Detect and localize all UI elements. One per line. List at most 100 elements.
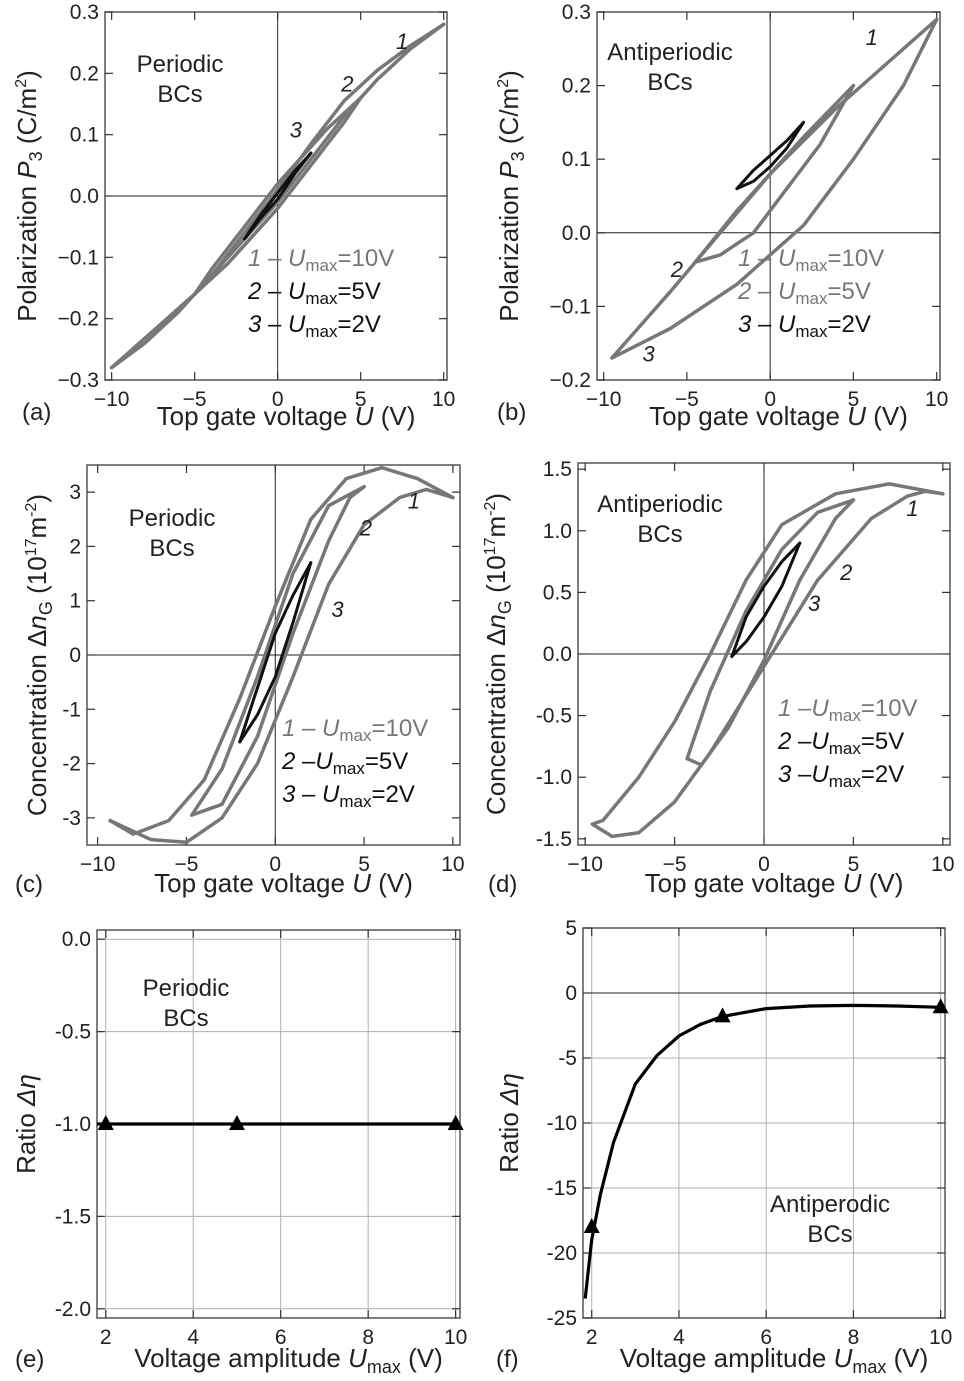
x-tick-label: 8 bbox=[362, 1326, 374, 1349]
x-axis-label: Top gate voltage U (V) bbox=[649, 401, 908, 431]
series-2-branch bbox=[190, 484, 366, 817]
panel-label: (c) bbox=[15, 871, 43, 898]
y-tick-label: 0.5 bbox=[543, 581, 572, 604]
series-1-branch bbox=[109, 22, 446, 370]
curve-label: 2 bbox=[359, 516, 372, 541]
series-1-branch bbox=[108, 465, 455, 836]
y-tick-label: 0.2 bbox=[70, 62, 99, 85]
legend-entry: 2 – Umax=5V bbox=[247, 278, 381, 308]
legend-entry: 1 – Umax=10V bbox=[282, 715, 428, 745]
series-3-branch bbox=[735, 120, 805, 191]
series-3-branch bbox=[243, 151, 313, 241]
series-1-branch bbox=[109, 22, 446, 370]
legend-entry: 1 – Umax=10V bbox=[738, 245, 884, 275]
y-tick-label: 0.1 bbox=[562, 148, 591, 171]
y-tick-label: 0.0 bbox=[62, 928, 91, 951]
y-tick-label: 5 bbox=[565, 917, 577, 940]
panel-label: (b) bbox=[497, 399, 526, 426]
data-point-triangle bbox=[583, 1218, 600, 1233]
x-tick-label: 6 bbox=[760, 1326, 772, 1349]
curve-label: 1 bbox=[866, 25, 878, 50]
legend-entry: 3 – Umax=2V bbox=[282, 781, 415, 811]
x-tick-label: 0 bbox=[269, 853, 281, 876]
x-tick-label: 0 bbox=[764, 388, 776, 411]
x-tick-label: 10 bbox=[931, 853, 954, 876]
legend-entry: 2 –Umax=5V bbox=[777, 728, 904, 758]
series-1-branch bbox=[108, 487, 455, 845]
x-tick-label: 10 bbox=[925, 388, 948, 411]
plot-frame bbox=[596, 11, 941, 381]
x-axis-label: Top gate voltage U (V) bbox=[157, 401, 416, 431]
data-point-triangle bbox=[447, 1115, 464, 1130]
y-tick-label: -1 bbox=[62, 698, 81, 721]
panel-e: 2 4 6 8 10 -2.0 -1.5 -1.0 -0.5 0.0 Periodic BCs (e) V… bbox=[11, 928, 467, 1377]
y-tick-label: -1.5 bbox=[55, 1205, 91, 1228]
x-tick-label: 2 bbox=[586, 1326, 598, 1349]
x-tick-label: 5 bbox=[848, 388, 860, 411]
x-tick-label: 10 bbox=[444, 1326, 467, 1349]
x-tick-label: 5 bbox=[355, 388, 367, 411]
y-tick-label: 2 bbox=[69, 535, 81, 558]
series-2-branch bbox=[192, 96, 363, 296]
y-tick-label: −0.1 bbox=[58, 246, 99, 269]
y-tick-label: 1.0 bbox=[543, 520, 572, 543]
x-tick-label: −5 bbox=[663, 853, 687, 876]
x-tick-label: −10 bbox=[94, 388, 130, 411]
panel-label: (e) bbox=[15, 1346, 44, 1373]
y-axis-label: Concentration ΔnG (1017m-2) bbox=[22, 494, 56, 816]
x-axis-label: Top gate voltage U (V) bbox=[154, 868, 413, 898]
data-point-triangle bbox=[228, 1115, 245, 1130]
y-tick-label: −0.3 bbox=[58, 369, 99, 392]
curve-label: 1 bbox=[396, 29, 408, 54]
inset-title: BCs bbox=[647, 69, 692, 96]
y-tick-label: 0.3 bbox=[562, 1, 591, 24]
y-tick-label: -2.0 bbox=[55, 1298, 91, 1321]
series-2-branch bbox=[192, 96, 363, 296]
x-axis-label: Voltage amplitude Umax (V) bbox=[134, 1343, 443, 1377]
inset-title: BCs bbox=[157, 81, 202, 108]
inset-title: Periodic bbox=[129, 505, 216, 532]
y-tick-label: 0 bbox=[69, 644, 81, 667]
x-tick-label: 5 bbox=[358, 853, 370, 876]
legend-entry: 1 –Umax=10V bbox=[778, 695, 918, 725]
x-tick-label: 8 bbox=[848, 1326, 860, 1349]
y-tick-label: -5 bbox=[558, 1047, 577, 1070]
inset-title: Antiperiodic bbox=[607, 39, 732, 66]
y-axis-label: Ratio Δη bbox=[494, 1073, 524, 1173]
series-2-branch bbox=[693, 83, 856, 264]
ratio-curve bbox=[583, 1003, 941, 1299]
x-tick-label: −5 bbox=[675, 388, 699, 411]
legend-entry: 3 –Umax=2V bbox=[778, 761, 904, 791]
y-tick-label: -0.5 bbox=[55, 1021, 91, 1044]
y-tick-label: -15 bbox=[547, 1177, 577, 1200]
x-tick-label: 6 bbox=[275, 1326, 287, 1349]
y-tick-label: -1.5 bbox=[536, 828, 572, 851]
inset-title: BCs bbox=[807, 1221, 852, 1248]
series-2-branch bbox=[685, 498, 856, 767]
y-tick-label: 0.1 bbox=[70, 124, 99, 147]
panel-a: −10 −5 0 5 10 −0.3 −0.2 −0.1 0.0 0.1 0.2 0.3 1 2 3 Peri… bbox=[12, 1, 455, 431]
x-tick-label: −5 bbox=[174, 853, 198, 876]
legend-entry: 2 –Umax=5V bbox=[281, 748, 408, 778]
data-point-triangle bbox=[714, 1007, 731, 1023]
y-tick-label: 3 bbox=[69, 481, 81, 504]
panel-label: (a) bbox=[22, 399, 51, 426]
y-tick-label: 1.5 bbox=[543, 458, 572, 481]
y-tick-label: 0.0 bbox=[70, 185, 99, 208]
panel-b: −10 −5 0 5 10 −0.2 −0.1 0.0 0.1 0.2 0.3 1 2 3 Antiperi… bbox=[494, 1, 948, 431]
x-tick-label: 10 bbox=[432, 388, 455, 411]
y-tick-label: -10 bbox=[547, 1112, 577, 1135]
y-tick-label: 0.2 bbox=[562, 75, 591, 98]
curve-label: 2 bbox=[839, 560, 852, 585]
series-1-branch bbox=[601, 482, 945, 823]
series-2-branch bbox=[190, 484, 366, 817]
legend-entry: 3 – Umax=2V bbox=[248, 311, 381, 341]
x-tick-label: −10 bbox=[567, 853, 603, 876]
series-2-branch bbox=[685, 498, 856, 761]
curve-label: 3 bbox=[642, 342, 655, 367]
y-axis-label: Ratio Δη bbox=[11, 1074, 41, 1174]
data-point-triangle bbox=[97, 1115, 114, 1130]
y-tick-label: 0.3 bbox=[70, 1, 99, 24]
series-3-branch bbox=[238, 561, 313, 744]
